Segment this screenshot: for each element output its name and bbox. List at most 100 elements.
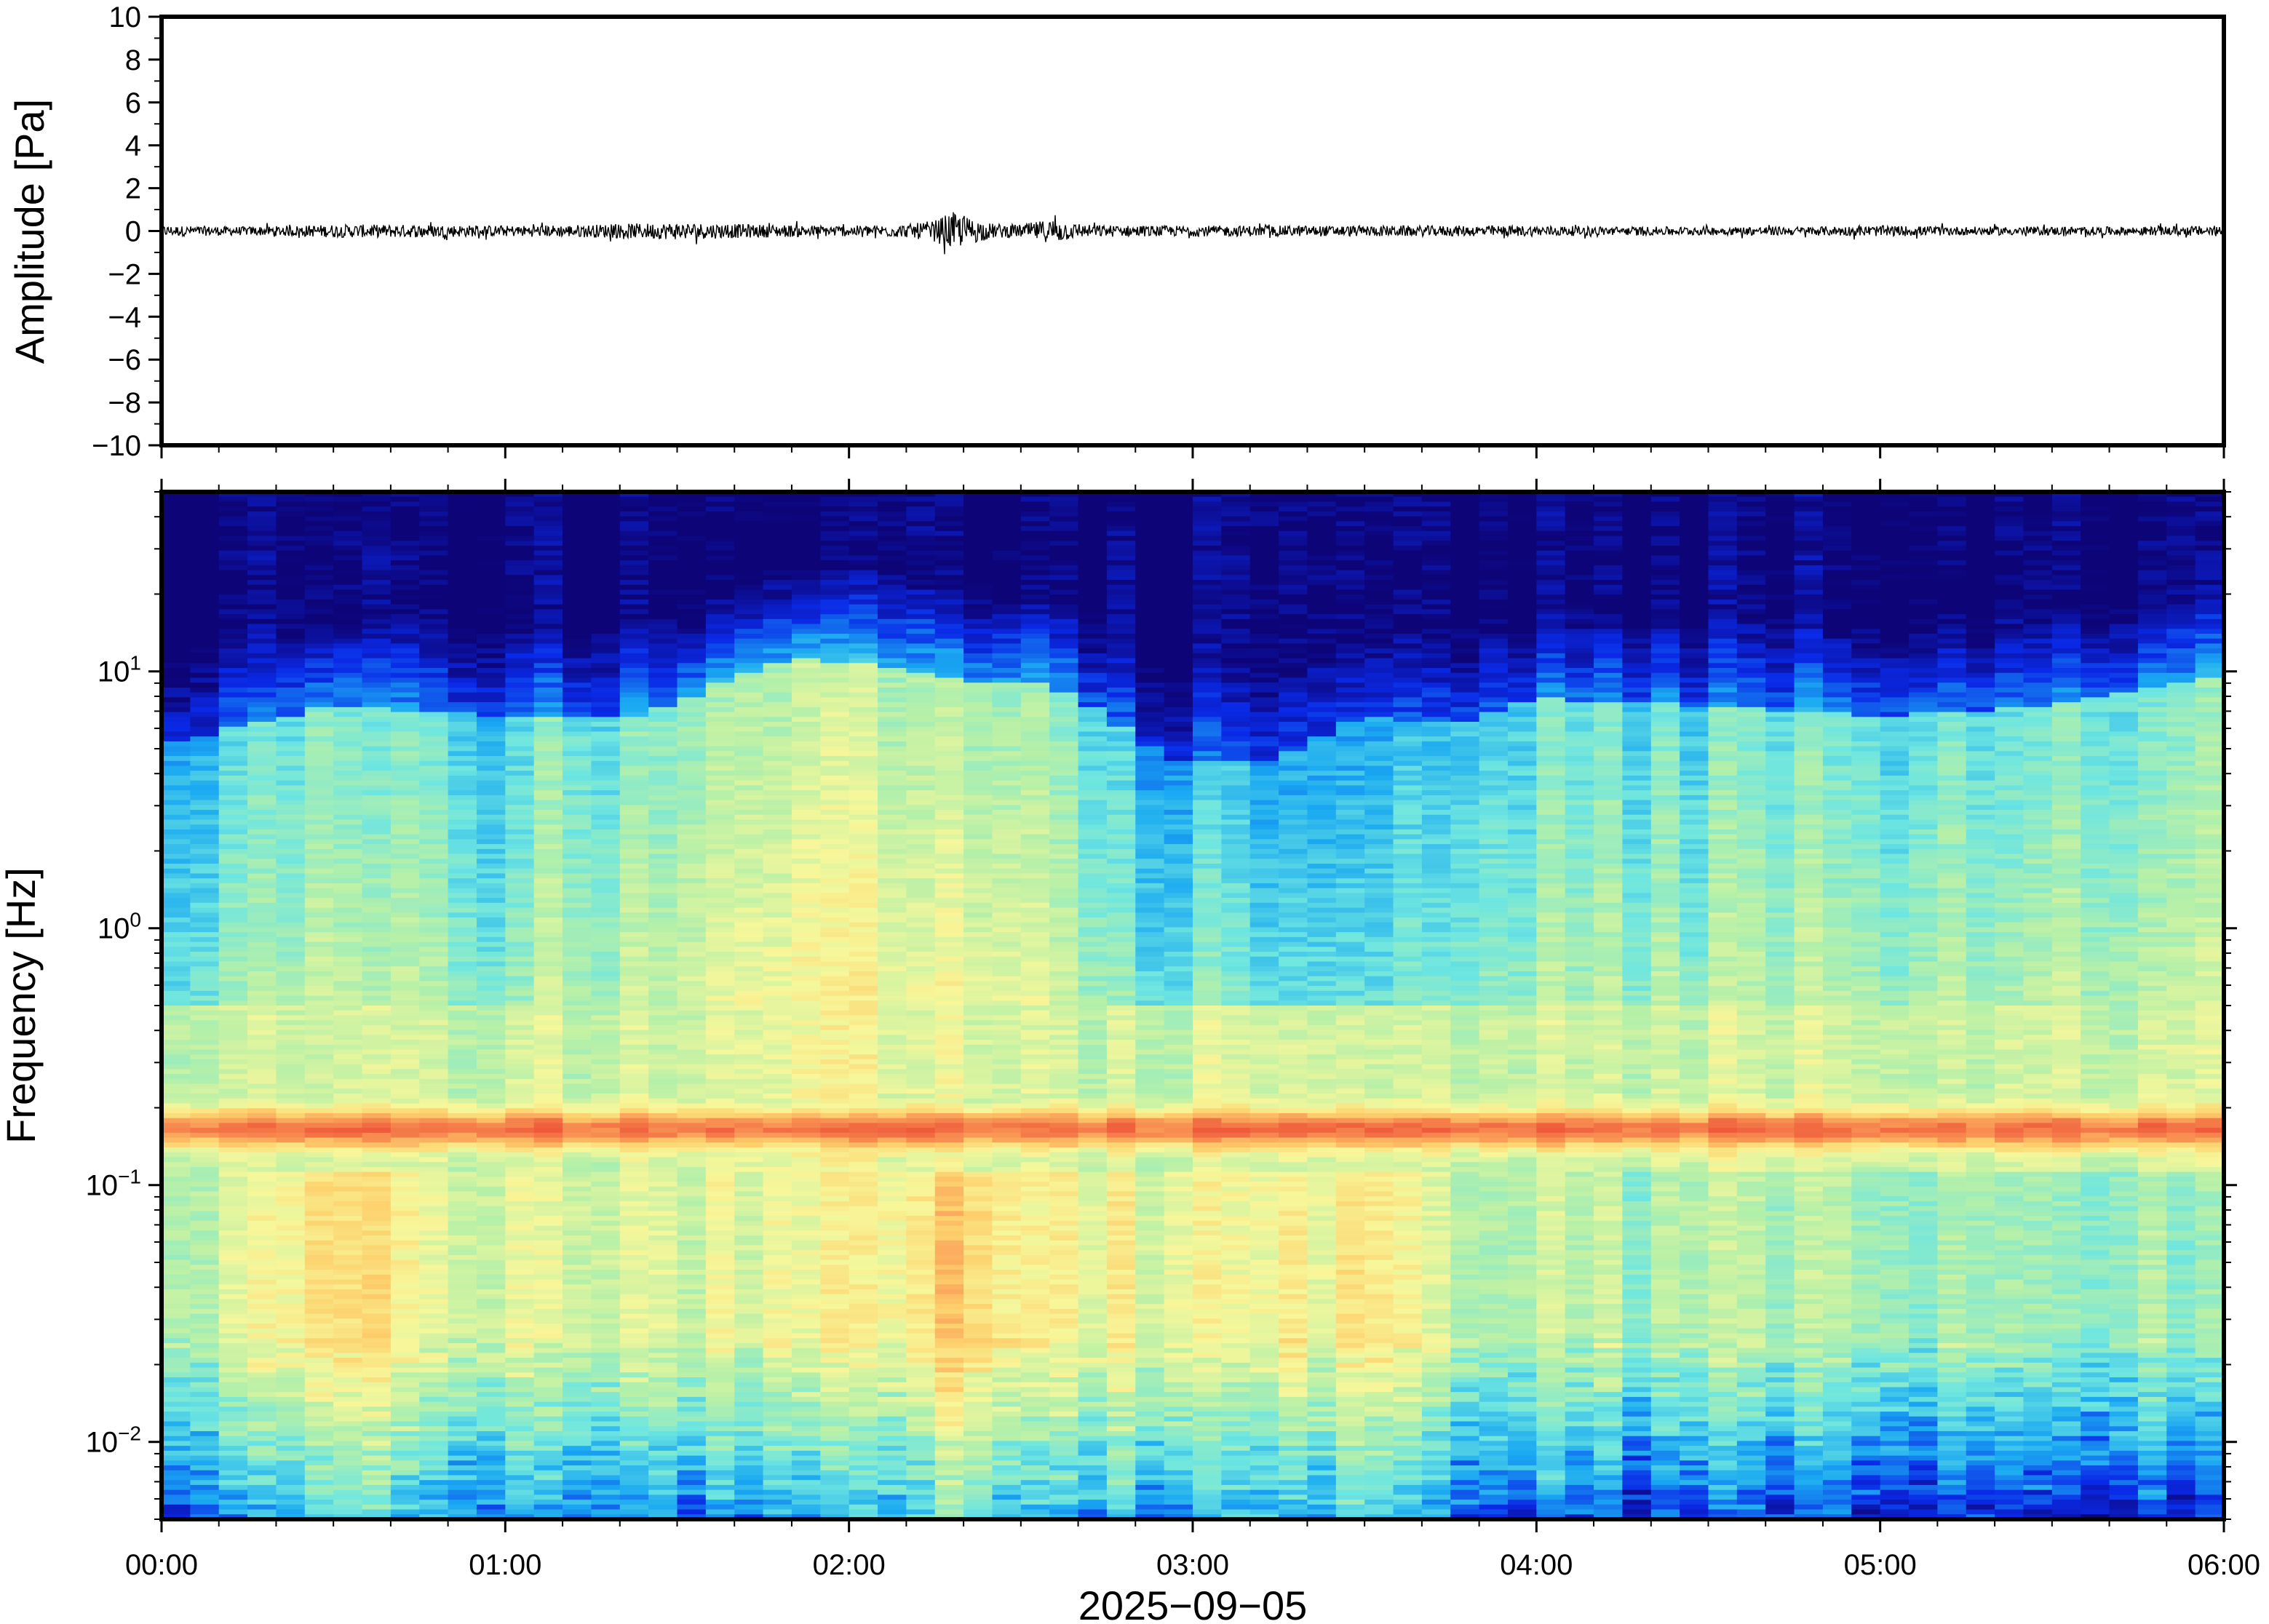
spectrogram-cell	[820, 834, 850, 840]
spectrogram-cell	[533, 1396, 563, 1403]
spectrogram-cell	[390, 883, 420, 889]
spectrogram-cell	[476, 1412, 506, 1417]
spectrogram-cell	[533, 1294, 563, 1300]
spectrogram-cell	[563, 1265, 592, 1270]
spectrogram-cell	[591, 848, 621, 855]
spectrogram-cell	[533, 1006, 563, 1011]
spectrogram-cell	[390, 1112, 420, 1119]
spectrogram-cell	[734, 805, 764, 811]
spectrogram-cell	[333, 1338, 363, 1344]
spectrogram-cell	[505, 902, 535, 909]
spectrogram-cell	[390, 1083, 420, 1089]
spectrogram-cell	[533, 819, 563, 825]
spectrogram-cell	[734, 624, 764, 629]
spectrogram-cell	[448, 1245, 477, 1251]
spectrogram-cell	[362, 922, 392, 928]
spectrogram-cell	[276, 1358, 306, 1364]
spectrogram-cell	[677, 932, 707, 938]
spectrogram-cell	[390, 1514, 420, 1519]
spectrogram-cell	[677, 814, 707, 821]
spectrogram-cell	[190, 1450, 220, 1457]
spectrogram-cell	[333, 545, 363, 552]
spectrogram-cell	[533, 614, 563, 620]
spectrogram-cell	[705, 1024, 735, 1031]
spectrogram-cell	[619, 1304, 649, 1310]
spectrogram-cell	[734, 1098, 764, 1104]
spectrogram-cell	[763, 1430, 792, 1437]
spectrogram-cell	[619, 1484, 649, 1491]
spectrogram-cell	[247, 1162, 277, 1168]
spectrogram-cell	[218, 570, 248, 576]
spectrogram-cell	[505, 1186, 535, 1193]
spectrogram-cell	[591, 697, 621, 703]
spectrogram-cell	[791, 927, 821, 933]
spectrogram-cell	[791, 712, 821, 717]
spectrogram-cell	[677, 609, 707, 615]
spectrogram-cell	[218, 717, 248, 723]
spectrogram-cell	[304, 1377, 334, 1383]
spectrogram-cell	[419, 1006, 449, 1011]
spectrogram-cell	[591, 594, 621, 600]
spectrogram-cell	[677, 1358, 707, 1364]
spectrogram-cell	[619, 1475, 649, 1481]
spectrogram-cell	[276, 1211, 306, 1217]
spectrogram-cell	[304, 868, 334, 875]
spectrogram-cell	[791, 648, 821, 654]
spectrogram-cell	[304, 1441, 334, 1446]
spectrogram-cell	[247, 648, 277, 654]
spectrogram-cell	[362, 819, 392, 825]
spectrogram-cell	[448, 736, 477, 742]
spectrogram-cell	[218, 746, 248, 752]
spectrogram-cell	[505, 1245, 535, 1251]
spectrogram-cell	[734, 853, 764, 859]
spectrogram-cell	[448, 1304, 477, 1310]
spectrogram-cell	[448, 526, 477, 532]
spectrogram-cell	[218, 1259, 248, 1265]
spectrogram-cell	[276, 687, 306, 693]
spectrogram-cell	[591, 907, 621, 913]
spectrogram-cell	[763, 1416, 792, 1422]
spectrogram-cell	[763, 1489, 792, 1495]
spectrogram-cell	[619, 629, 649, 634]
spectrogram-cell	[563, 1069, 592, 1075]
spectrogram-cell	[276, 541, 306, 546]
spectrogram-cell	[820, 741, 850, 747]
spectrogram-cell	[648, 633, 678, 640]
spectrogram-cell	[734, 1201, 764, 1207]
spectrogram-cell	[648, 1010, 678, 1016]
spectrogram-cell	[734, 663, 764, 669]
spectrogram-cell	[218, 1103, 248, 1109]
spectrogram-cell	[533, 834, 563, 840]
spectrogram-cell	[162, 1132, 191, 1139]
spectrogram-cell	[619, 1372, 649, 1378]
spectrogram-cell	[247, 1000, 277, 1006]
spectrogram-cell	[563, 1166, 592, 1173]
spectrogram-cell	[648, 947, 678, 952]
spectrogram-cell	[419, 1504, 449, 1510]
spectrogram-cell	[791, 1108, 821, 1114]
spectrogram-cell	[419, 629, 449, 634]
spectrogram-cell	[791, 1142, 821, 1148]
spectrogram-cell	[791, 1308, 821, 1315]
spectrogram-cell	[591, 1069, 621, 1075]
spectrogram-cell	[333, 800, 363, 805]
spectrogram-cell	[333, 1299, 363, 1305]
spectrogram-cell	[763, 668, 792, 674]
spectrogram-cell	[448, 726, 477, 733]
spectrogram-cell	[390, 1342, 420, 1349]
spectrogram-cell	[591, 810, 621, 816]
spectrogram-cell	[190, 1010, 220, 1016]
spectrogram-cell	[705, 1152, 735, 1158]
spectrogram-cell	[448, 1240, 477, 1246]
spectrogram-cell	[619, 516, 649, 522]
spectrogram-cell	[333, 814, 363, 821]
spectrogram-cell	[390, 873, 420, 879]
spectrogram-cell	[419, 912, 449, 918]
spectrogram-cell	[333, 1465, 363, 1471]
spectrogram-cell	[677, 1006, 707, 1011]
spectrogram-cell	[218, 1132, 248, 1139]
spectrogram-cell	[563, 496, 592, 503]
spectrogram-cell	[563, 961, 592, 967]
spectrogram-cell	[476, 629, 506, 634]
spectrogram-cell	[362, 1328, 392, 1334]
